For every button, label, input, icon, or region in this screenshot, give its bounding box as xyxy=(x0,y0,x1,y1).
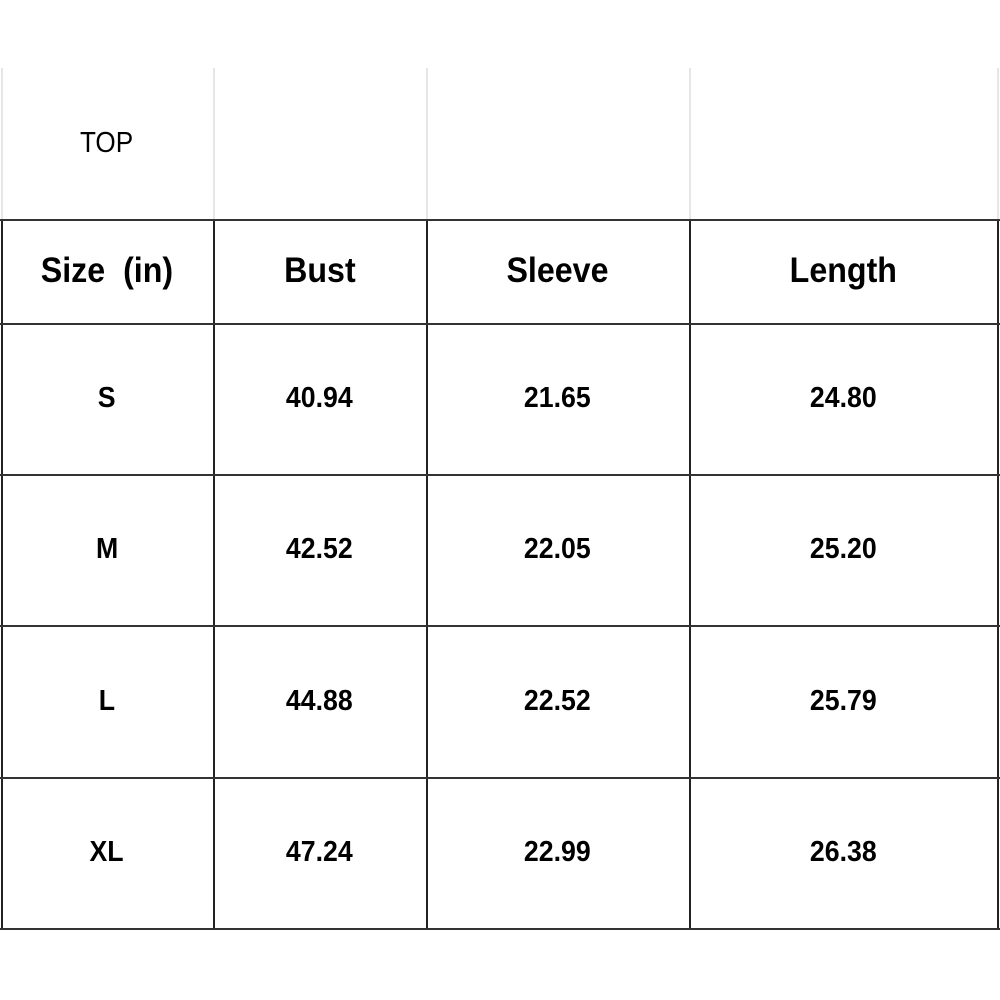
row-border xyxy=(0,928,1000,930)
table-cell-text: S xyxy=(98,382,116,414)
table-cell: S xyxy=(1,323,213,474)
row-border xyxy=(0,219,1000,221)
column-border xyxy=(997,219,999,930)
table-cell: 22.05 xyxy=(426,474,689,625)
header-cell: Sleeve xyxy=(426,219,689,323)
gridline-light xyxy=(213,68,215,219)
table-cell-text: 22.99 xyxy=(524,836,591,868)
row-border xyxy=(0,625,1000,627)
gridline-light xyxy=(689,68,691,219)
table-cell-text: 22.05 xyxy=(524,533,591,565)
table-cell-text: 26.38 xyxy=(809,836,877,868)
table-cell-text: 42.52 xyxy=(286,533,353,565)
table-cell-text: 21.65 xyxy=(524,382,591,414)
gridline-light xyxy=(426,68,428,219)
table-cell-text: 22.52 xyxy=(524,684,591,717)
table-cell-text: 40.94 xyxy=(286,382,353,414)
header-cell: Size (in) xyxy=(1,219,213,323)
column-border xyxy=(1,219,3,930)
header-cell: Length xyxy=(689,219,997,323)
column-border xyxy=(426,219,428,930)
row-border xyxy=(0,777,1000,779)
column-border xyxy=(689,219,691,930)
table-cell-text: XL xyxy=(89,836,125,868)
table-cell: 22.52 xyxy=(426,625,689,777)
table-cell-text: 25.79 xyxy=(809,684,877,717)
table-cell: 24.80 xyxy=(689,323,997,474)
table-cell: 25.20 xyxy=(689,474,997,625)
row-border xyxy=(0,474,1000,476)
gridline-light xyxy=(1,68,3,219)
table-cell: 47.24 xyxy=(213,777,426,928)
table-cell: 42.52 xyxy=(213,474,426,625)
row-border xyxy=(0,323,1000,325)
table-cell: 25.79 xyxy=(689,625,997,777)
table-cell: L xyxy=(1,625,213,777)
table-cell-text: M xyxy=(95,533,119,565)
header-cell-text: Size (in) xyxy=(40,251,174,290)
gridline-light xyxy=(997,68,999,219)
header-cell-text: Bust xyxy=(283,251,356,290)
table-cell-text: 25.20 xyxy=(809,533,877,565)
table-cell: 40.94 xyxy=(213,323,426,474)
table-cell-text: 24.80 xyxy=(809,382,877,414)
table-cell: XL xyxy=(1,777,213,928)
table-cell-text: 44.88 xyxy=(286,684,353,717)
table-cell: 21.65 xyxy=(426,323,689,474)
table-title-text: TOP xyxy=(80,127,134,159)
table-cell: 26.38 xyxy=(689,777,997,928)
table-title: TOP xyxy=(1,68,213,219)
table-cell: 22.99 xyxy=(426,777,689,928)
header-cell-text: Sleeve xyxy=(506,251,609,290)
table-cell-text: 47.24 xyxy=(286,836,353,868)
table-cell: M xyxy=(1,474,213,625)
column-border xyxy=(213,219,215,930)
table-cell: 44.88 xyxy=(213,625,426,777)
header-cell: Bust xyxy=(213,219,426,323)
table-cell-text: L xyxy=(98,684,116,717)
header-cell-text: Length xyxy=(789,251,897,290)
